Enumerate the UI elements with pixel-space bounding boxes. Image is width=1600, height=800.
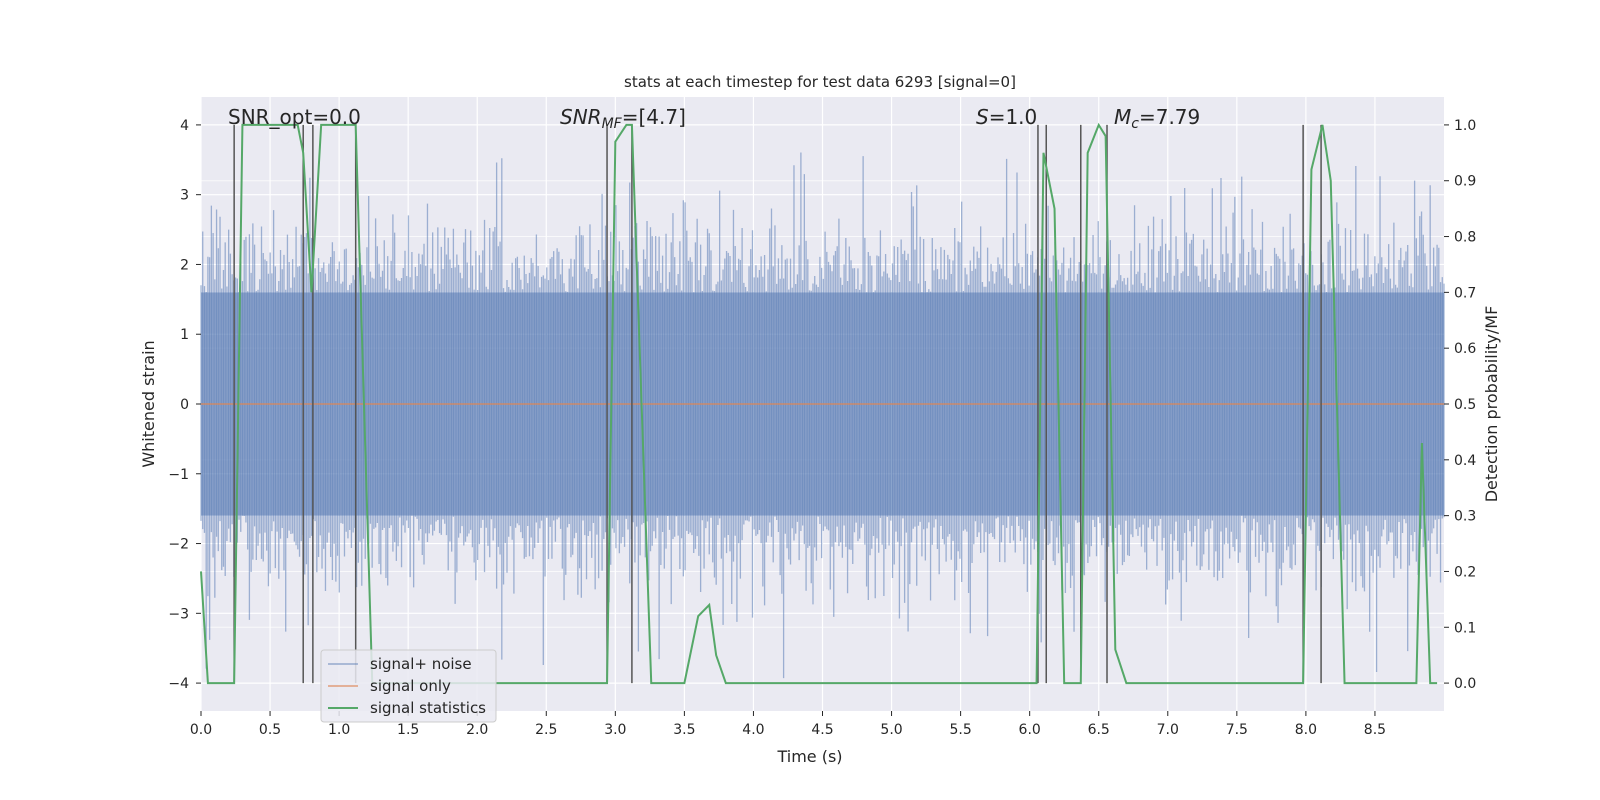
legend-label-stats: signal statistics	[370, 699, 486, 717]
x-tick-label: 5.5	[949, 722, 971, 738]
x-tick-label: 7.5	[1226, 722, 1248, 738]
annotation-snr-mf-sub: MF	[602, 116, 623, 132]
legend: signal+ noise signal only signal statist…	[320, 649, 497, 723]
y-right-tick-label: 0.7	[1454, 285, 1476, 301]
annotation-mc: Mc=7.79	[1114, 105, 1200, 132]
y-right-tick-label: 0.0	[1454, 676, 1476, 692]
detection-vertical-lines	[233, 124, 1322, 684]
y-axis-left-ticks: 4 3 2 1 0 −1 −2 −3 −4	[168, 118, 201, 692]
x-tick-label: 3.0	[604, 722, 626, 738]
y-axis-right-ticks: 1.0 0.9 0.8 0.7 0.6 0.5 0.4 0.3 0.2 0.1 0.0	[1444, 118, 1476, 692]
x-tick-label: 0.0	[190, 722, 212, 738]
y-right-tick-label: 0.2	[1454, 564, 1476, 580]
y-right-tick-label: 0.5	[1454, 397, 1476, 413]
series-signal-statistics	[200, 122, 1438, 685]
x-tick-label: 1.5	[397, 722, 419, 738]
y-left-tick-label: −4	[168, 676, 189, 692]
x-tick-label: 8.5	[1364, 722, 1386, 738]
x-tick-label: 2.0	[466, 722, 488, 738]
x-tick-label: 5.0	[880, 722, 902, 738]
x-tick-label: 6.0	[1019, 722, 1041, 738]
y-left-tick-label: −2	[168, 537, 189, 553]
annotation-snr-mf-main: SNR	[560, 105, 602, 129]
y-axis-left-label: Whitened strain	[139, 340, 158, 467]
annotation-s: S=1.0	[976, 105, 1037, 129]
y-left-tick-label: −1	[168, 467, 189, 483]
x-tick-label: 2.5	[535, 722, 557, 738]
y-left-tick-label: 0	[180, 397, 189, 413]
x-tick-label: 4.5	[811, 722, 833, 738]
annotation-s-value: =1.0	[989, 105, 1038, 129]
y-right-tick-label: 0.3	[1454, 509, 1476, 525]
x-axis-ticks: 0.0 0.5 1.0 1.5 2.0 2.5 3.0 3.5 4.0 4.5 5.0 5.5 6.0 6…	[190, 711, 1386, 738]
legend-label-noise: signal+ noise	[370, 655, 472, 673]
x-tick-label: 1.0	[328, 722, 350, 738]
y-right-tick-label: 1.0	[1454, 118, 1476, 134]
y-left-tick-label: 3	[180, 188, 189, 204]
y-right-tick-label: 0.1	[1454, 620, 1476, 636]
y-left-tick-label: 1	[180, 327, 189, 343]
y-right-tick-label: 0.8	[1454, 230, 1476, 246]
y-left-tick-label: 4	[180, 118, 189, 134]
annotation-snr-mf: SNRMF=[4.7]	[560, 105, 686, 132]
chart-title: stats at each timestep for test data 629…	[624, 73, 1016, 91]
annotation-mc-main: M	[1114, 105, 1131, 129]
y-right-tick-label: 0.9	[1454, 174, 1476, 190]
y-left-tick-label: −3	[168, 606, 189, 622]
annotation-snr-mf-value: =[4.7]	[622, 105, 686, 129]
y-axis-right-label: Detection probability/MF	[1482, 306, 1501, 503]
annotation-snr-opt: SNR_opt=0.0	[228, 105, 361, 129]
x-tick-label: 4.0	[742, 722, 764, 738]
x-axis-label: Time (s)	[776, 747, 842, 766]
x-tick-label: 0.5	[259, 722, 281, 738]
y-right-tick-label: 0.4	[1454, 453, 1476, 469]
annotation-mc-value: =7.79	[1139, 105, 1200, 129]
legend-label-signal: signal only	[370, 677, 451, 695]
x-tick-label: 8.0	[1295, 722, 1317, 738]
legend-box	[320, 649, 497, 723]
annotation-s-main: S	[976, 105, 989, 129]
y-right-tick-label: 0.6	[1454, 341, 1476, 357]
x-tick-label: 3.5	[673, 722, 695, 738]
annotation-mc-sub: c	[1131, 116, 1139, 132]
x-tick-label: 6.5	[1088, 722, 1110, 738]
y-left-tick-label: 2	[180, 257, 189, 273]
x-tick-label: 7.0	[1157, 722, 1179, 738]
